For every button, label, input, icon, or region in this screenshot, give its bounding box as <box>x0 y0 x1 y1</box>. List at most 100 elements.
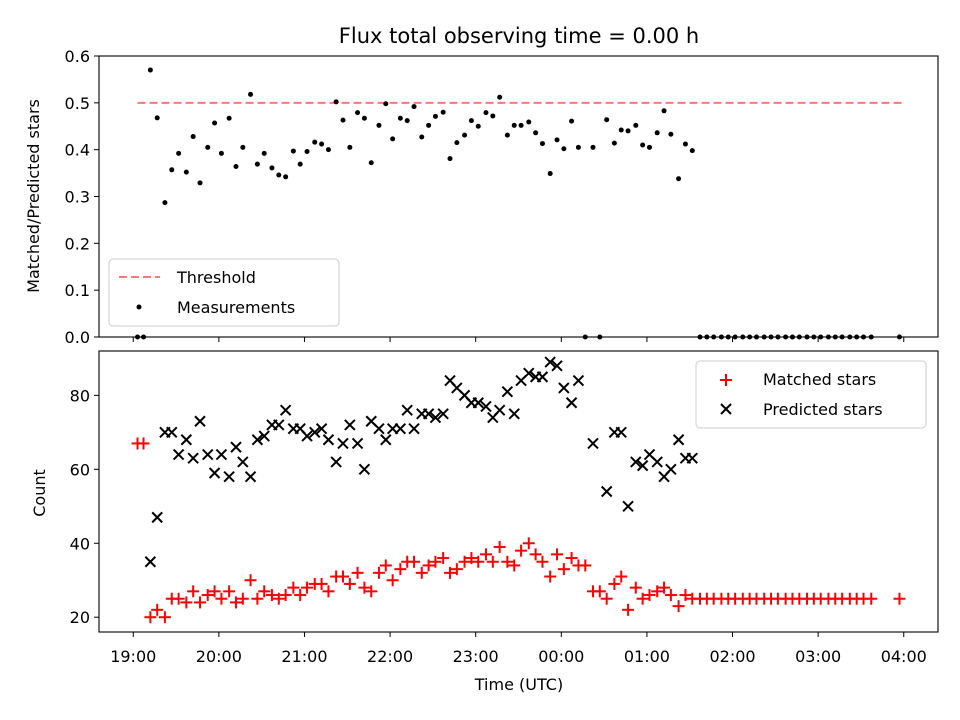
predicted-point <box>230 441 242 453</box>
matched-point <box>208 585 221 598</box>
measurement-point <box>376 122 382 128</box>
predicted-point <box>501 385 514 398</box>
matched-point <box>236 592 249 605</box>
predicted-point <box>380 434 392 446</box>
plot-frame-count <box>98 350 939 633</box>
measurement-point <box>440 109 446 115</box>
measurement-point <box>197 180 203 186</box>
matched-point <box>672 600 685 613</box>
measurement-point <box>205 144 211 150</box>
y-ticks-count: 20 40 60 80 <box>70 386 99 627</box>
y-tick-label-ratio: 0.0 <box>65 328 90 347</box>
measurement-point <box>625 128 631 134</box>
matched-point <box>294 589 307 602</box>
matched-point <box>465 552 478 565</box>
measurement-point <box>447 156 453 162</box>
measurement-point <box>554 137 560 143</box>
matched-point <box>172 592 185 605</box>
measurement-point <box>462 132 468 138</box>
predicted-point <box>301 430 313 442</box>
measurement-point <box>604 117 610 123</box>
matched-point <box>551 548 564 561</box>
measurement-point <box>654 130 660 136</box>
y-ticks-ratio: 0.0 0.1 0.2 0.3 0.4 0.5 0.6 <box>65 47 99 347</box>
matched-point <box>194 596 207 609</box>
matched-point <box>429 555 442 568</box>
predicted-point <box>180 434 193 446</box>
measurement-point <box>561 146 567 152</box>
measurement-point <box>397 115 403 121</box>
measurement-point <box>426 122 432 128</box>
predicted-point <box>565 397 578 409</box>
matched-point <box>372 566 385 579</box>
chart-title: Flux total observing time = 0.00 h <box>339 24 699 48</box>
matched-point <box>579 559 592 572</box>
predicted-point <box>394 422 407 435</box>
y-tick-label-count: 40 <box>70 534 90 553</box>
measurement-point <box>390 136 396 142</box>
matched-point <box>301 581 314 594</box>
measurement-point <box>333 99 339 105</box>
matched-point <box>636 592 649 605</box>
predicted-point <box>508 408 520 420</box>
predicted-point <box>429 411 442 424</box>
measurement-point <box>361 115 367 121</box>
matched-point <box>144 611 157 624</box>
predicted-point <box>223 471 235 483</box>
matched-point <box>229 596 242 609</box>
matched-point <box>608 577 621 590</box>
x-tick-label: 00:00 <box>538 647 584 666</box>
x-axis-label: Time (UTC) <box>474 675 563 694</box>
legend-ratio: Threshold Measurements <box>108 258 340 327</box>
measurement-point <box>539 141 545 147</box>
measurement-point <box>169 167 175 173</box>
y-tick-label-count: 60 <box>70 460 90 479</box>
matched-point <box>444 566 457 579</box>
matched-point <box>251 592 264 605</box>
measurement-point <box>312 139 318 145</box>
measurement-point <box>533 130 539 136</box>
measurement-point <box>240 144 246 150</box>
predicted-point <box>437 408 449 420</box>
matched-point <box>379 559 392 572</box>
measurement-point <box>248 91 254 97</box>
measurement-point <box>419 134 425 140</box>
measurement-point <box>147 67 153 73</box>
predicted-point <box>251 434 264 446</box>
matched-point <box>472 555 485 568</box>
matched-point <box>565 552 578 565</box>
measurement-point <box>518 122 524 128</box>
measurement-point <box>283 174 289 180</box>
measurement-point <box>276 172 282 178</box>
measurement-point <box>183 169 189 175</box>
predicted-point <box>373 422 385 435</box>
predicted-point <box>337 437 349 450</box>
predicted-point <box>558 382 570 394</box>
matched-point <box>272 592 285 605</box>
x-ticks-ratio <box>132 337 905 342</box>
y-tick-label-count: 20 <box>70 608 90 627</box>
measurement-point <box>154 115 160 121</box>
measurement-point <box>490 113 496 119</box>
x-tick-label: 02:00 <box>709 647 755 666</box>
legend-box-count <box>695 360 927 429</box>
predicted-point <box>172 448 185 461</box>
predicted-point <box>202 448 214 461</box>
measurement-point <box>668 131 674 137</box>
predicted-point <box>480 400 492 413</box>
matched-point <box>180 596 193 609</box>
y-tick-label-count: 80 <box>70 386 90 405</box>
predicted-point <box>279 404 292 416</box>
matched-point <box>865 592 878 605</box>
measurement-point <box>404 118 410 124</box>
matched-point <box>279 589 292 602</box>
matched-point <box>244 574 257 587</box>
y-tick-label-ratio: 0.6 <box>65 47 90 66</box>
predicted-point <box>408 422 420 435</box>
plot-frame-ratio <box>98 55 939 338</box>
matched-point <box>223 585 236 598</box>
predicted-point <box>536 371 549 383</box>
predicted-point <box>636 459 649 472</box>
measurement-point <box>176 150 182 156</box>
